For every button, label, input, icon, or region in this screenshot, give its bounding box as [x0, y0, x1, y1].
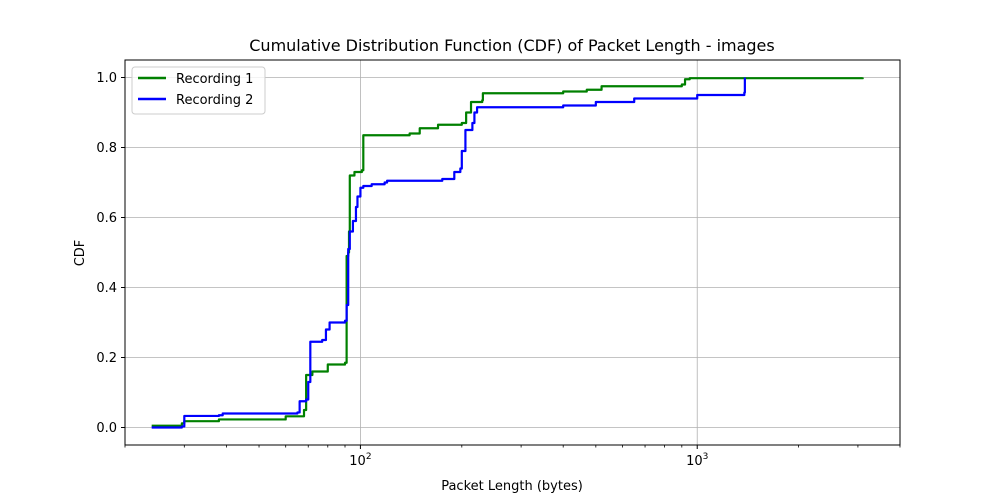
- y-tick-label: 1.0: [96, 71, 117, 86]
- y-axis-label: CDF: [73, 240, 88, 267]
- plot-frame: [124, 59, 901, 446]
- series-line-recording-1: [151, 77, 864, 427]
- y-tick-label: 0.2: [96, 351, 117, 366]
- chart-title: Cumulative Distribution Function (CDF) o…: [249, 36, 774, 55]
- y-axis: 0.0 0.2 0.4 0.6 0.8 1.0: [96, 71, 125, 436]
- plot-area: [124, 59, 901, 446]
- y-tick-label: 0.8: [96, 141, 117, 156]
- x-axis-label: Packet Length (bytes): [441, 479, 583, 494]
- x-axis: 102 103: [124, 445, 901, 469]
- legend: Recording 1 Recording 2: [131, 66, 266, 115]
- series-line-recording-2: [151, 77, 746, 429]
- y-tick-label: 0.0: [96, 421, 117, 436]
- legend-label-recording-2: Recording 2: [176, 93, 253, 108]
- x-tick-label: 103: [686, 452, 708, 469]
- x-tick-label: 102: [349, 452, 371, 469]
- y-tick-label: 0.4: [96, 281, 117, 296]
- legend-label-recording-1: Recording 1: [176, 72, 253, 87]
- y-tick-label: 0.6: [96, 211, 117, 226]
- series-lines: [151, 77, 864, 429]
